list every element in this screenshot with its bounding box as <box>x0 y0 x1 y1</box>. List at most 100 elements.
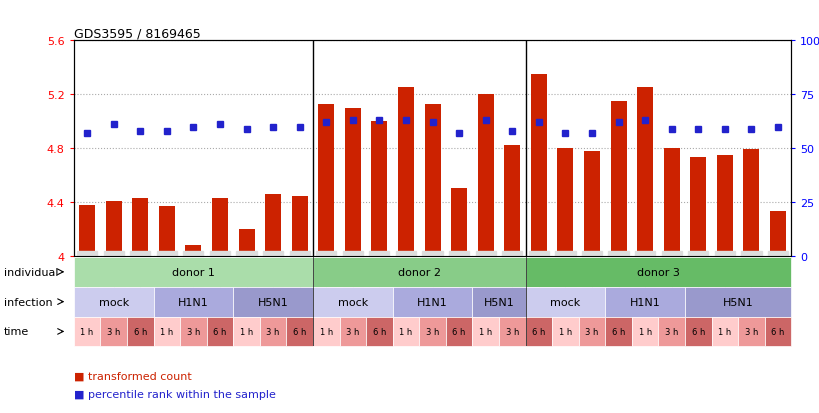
Text: H5N1: H5N1 <box>483 297 514 307</box>
Text: donor 3: donor 3 <box>636 267 679 277</box>
Bar <box>769 212 785 256</box>
Bar <box>313 257 525 287</box>
Text: 6 h: 6 h <box>690 327 704 336</box>
Bar <box>127 317 153 347</box>
Text: 6 h: 6 h <box>292 327 306 336</box>
Bar <box>212 198 228 256</box>
Bar <box>690 158 705 256</box>
Text: 3 h: 3 h <box>106 327 120 336</box>
Text: H1N1: H1N1 <box>178 297 209 307</box>
Bar <box>313 287 392 317</box>
Bar <box>684 317 711 347</box>
Bar <box>313 317 339 347</box>
Bar <box>551 317 578 347</box>
Text: 1 h: 1 h <box>240 327 253 336</box>
Bar <box>392 287 472 317</box>
Bar <box>472 287 525 317</box>
Bar <box>472 317 499 347</box>
Text: 6 h: 6 h <box>771 327 784 336</box>
Bar <box>339 317 365 347</box>
Bar <box>397 88 414 256</box>
Bar <box>737 317 764 347</box>
Bar <box>206 317 233 347</box>
Text: 6 h: 6 h <box>373 327 386 336</box>
Bar <box>260 317 286 347</box>
Text: mock: mock <box>98 297 129 307</box>
Bar <box>233 287 313 317</box>
Text: 6 h: 6 h <box>452 327 465 336</box>
Text: individual: individual <box>4 267 58 277</box>
Bar <box>716 155 732 256</box>
Text: 1 h: 1 h <box>638 327 651 336</box>
Text: ■ percentile rank within the sample: ■ percentile rank within the sample <box>74 389 275 399</box>
Text: 1 h: 1 h <box>478 327 491 336</box>
Bar <box>132 198 148 256</box>
Bar <box>74 287 153 317</box>
Bar <box>658 317 684 347</box>
Bar <box>106 201 121 256</box>
Bar <box>371 122 387 256</box>
Text: 1 h: 1 h <box>160 327 174 336</box>
Text: 1 h: 1 h <box>717 327 731 336</box>
Bar <box>684 287 790 317</box>
Text: 3 h: 3 h <box>346 327 359 336</box>
Text: 3 h: 3 h <box>664 327 677 336</box>
Bar <box>525 287 604 317</box>
Bar <box>292 197 307 256</box>
Bar <box>636 88 652 256</box>
Bar <box>318 104 334 256</box>
Bar <box>392 317 419 347</box>
Text: 1 h: 1 h <box>80 327 93 336</box>
Bar <box>711 317 737 347</box>
Bar <box>185 245 201 256</box>
Bar <box>153 317 180 347</box>
Text: GDS3595 / 8169465: GDS3595 / 8169465 <box>74 27 201 40</box>
Bar <box>663 149 679 256</box>
Bar <box>530 75 546 256</box>
Bar <box>365 317 392 347</box>
Bar <box>578 317 604 347</box>
Bar <box>610 102 626 256</box>
Bar <box>604 287 684 317</box>
Bar <box>743 150 758 256</box>
Text: 1 h: 1 h <box>558 327 572 336</box>
Text: 1 h: 1 h <box>319 327 333 336</box>
Text: 3 h: 3 h <box>425 327 439 336</box>
Bar <box>450 189 467 256</box>
Text: 6 h: 6 h <box>133 327 147 336</box>
Text: 3 h: 3 h <box>585 327 598 336</box>
Bar <box>499 317 525 347</box>
Text: 6 h: 6 h <box>532 327 545 336</box>
Text: 3 h: 3 h <box>187 327 200 336</box>
Text: time: time <box>4 327 29 337</box>
Text: H1N1: H1N1 <box>417 297 447 307</box>
Bar <box>525 317 551 347</box>
Bar <box>477 95 493 256</box>
Bar <box>446 317 472 347</box>
Bar <box>100 317 127 347</box>
Text: mock: mock <box>337 297 368 307</box>
Bar <box>604 317 631 347</box>
Bar <box>345 108 360 256</box>
Bar <box>79 205 95 256</box>
Text: mock: mock <box>550 297 580 307</box>
Text: H1N1: H1N1 <box>629 297 660 307</box>
Bar <box>583 151 600 256</box>
Bar <box>419 317 446 347</box>
Text: 6 h: 6 h <box>611 327 625 336</box>
Bar <box>631 317 658 347</box>
Bar <box>238 229 254 256</box>
Text: 3 h: 3 h <box>744 327 758 336</box>
Bar <box>180 317 206 347</box>
Text: 1 h: 1 h <box>399 327 412 336</box>
Text: 3 h: 3 h <box>266 327 279 336</box>
Bar <box>504 146 519 256</box>
Text: infection: infection <box>4 297 52 307</box>
Bar <box>74 317 100 347</box>
Bar <box>233 317 260 347</box>
Text: 6 h: 6 h <box>213 327 226 336</box>
Text: donor 2: donor 2 <box>397 267 441 277</box>
Text: ■ transformed count: ■ transformed count <box>74 371 192 381</box>
Bar <box>424 104 440 256</box>
Text: H5N1: H5N1 <box>257 297 288 307</box>
